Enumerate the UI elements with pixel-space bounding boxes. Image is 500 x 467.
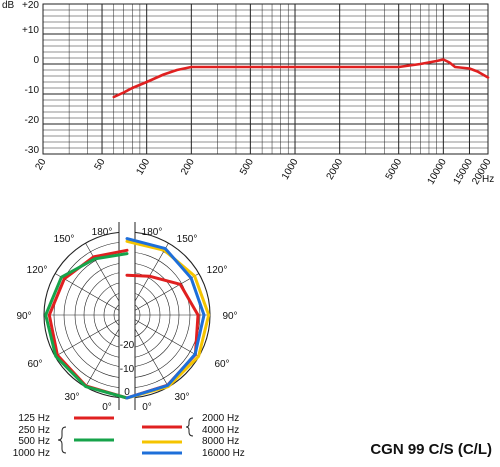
polar-plot-labels: 180° 150° 120° 90° 60° 30° 0° 180° 150° 120° 90° 60…	[16, 227, 237, 413]
legend-brace	[57, 426, 67, 454]
polar-angle-label: 150°	[177, 234, 198, 245]
frequency-response-curve	[112, 58, 490, 99]
x-tick-label: 50	[93, 157, 108, 173]
legend-label: 1000 Hz	[13, 448, 50, 459]
x-tick-label: 1000	[280, 157, 301, 182]
y-tick-label: -20	[25, 115, 40, 126]
polar-angle-label: 120°	[27, 265, 48, 276]
y-tick-label: -10	[25, 85, 40, 96]
model-label: CGN 99 C/S (C/L)	[370, 441, 492, 458]
legend-label: 4000 Hz	[202, 425, 239, 436]
polar-angle-label: 60°	[214, 359, 229, 370]
x-tick-label: 5000	[384, 157, 405, 182]
polar-angle-label: 0°	[142, 402, 152, 413]
polar-angle-label: 180°	[92, 227, 113, 238]
polar-plot-curves	[44, 237, 211, 400]
polar-angle-label: 120°	[207, 265, 228, 276]
polar-angle-label: 90°	[222, 311, 237, 322]
polar-radial-label: 0	[124, 387, 130, 398]
polar-angle-label: 180°	[142, 227, 163, 238]
polar-angle-label: 150°	[54, 234, 75, 245]
polar-angle-label: 0°	[102, 402, 112, 413]
y-tick-label: 0	[33, 55, 39, 66]
x-tick-label: 20	[34, 157, 49, 173]
x-tick-label: 10000	[426, 157, 450, 187]
legend-brace	[185, 417, 194, 437]
polar-spoke	[126, 314, 200, 357]
polar-angle-label: 60°	[27, 359, 42, 370]
polar-radial-label: -20	[120, 340, 135, 351]
x-tick-label: 2000	[325, 157, 346, 182]
polar-series-line	[47, 248, 129, 400]
legend-label: 125 Hz	[18, 413, 50, 424]
polar-spoke	[54, 314, 128, 357]
frequency-response-grid	[42, 3, 489, 155]
y-tick-label: -30	[25, 145, 40, 156]
legend-label: 250 Hz	[18, 425, 50, 436]
plot-frame	[42, 3, 489, 155]
legend-label: 16000 Hz	[202, 448, 245, 459]
y-tick-label: +10	[22, 25, 39, 36]
polar-spoke	[126, 273, 200, 316]
polar-series-line	[44, 252, 129, 400]
polar-series-line	[125, 273, 200, 400]
polar-angle-label: 90°	[16, 311, 31, 322]
legend-label: 2000 Hz	[202, 413, 239, 424]
legend-label: 500 Hz	[18, 436, 50, 447]
x-axis-unit: Hz	[482, 174, 494, 185]
polar-plot-grid	[43, 222, 211, 410]
polar-spoke	[54, 273, 128, 316]
x-tick-label: 100	[134, 157, 152, 177]
y-axis-label: dB	[2, 0, 15, 11]
polar-angle-label: 30°	[64, 392, 79, 403]
x-tick-label: 200	[179, 157, 197, 177]
polar-angle-label: 30°	[174, 392, 189, 403]
polar-series-line	[125, 237, 206, 400]
y-tick-label: +20	[22, 0, 39, 11]
legend-label: 8000 Hz	[202, 436, 239, 447]
polar-divider	[119, 222, 135, 410]
response-series-line	[112, 58, 490, 99]
polar-radial-label: -10	[120, 364, 135, 375]
x-tick-label: 500	[238, 157, 256, 177]
